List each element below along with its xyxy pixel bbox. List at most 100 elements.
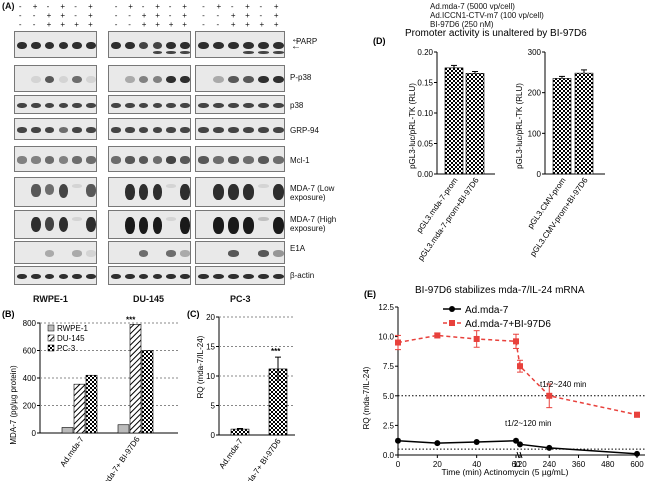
- panel-d-category-right-0: pGL3.CMV-prom: [526, 176, 568, 231]
- treatment-sign: +: [259, 20, 265, 29]
- blot-band: [258, 216, 269, 221]
- panel-d-letter: (D): [373, 36, 386, 46]
- blot-band: [44, 216, 55, 231]
- blot-band: [258, 75, 269, 84]
- blot-panel: [14, 95, 97, 114]
- blot-band: [198, 41, 209, 50]
- bar-rwpe-1: [61, 427, 74, 434]
- blot-band: [180, 273, 190, 280]
- blot-band: [273, 156, 284, 164]
- blot-band: [111, 41, 121, 50]
- blot-band: [166, 273, 177, 280]
- blot-band: [152, 216, 163, 235]
- blot-band: [58, 41, 69, 50]
- panel-b-bars: [61, 324, 154, 434]
- treatment-sign: +: [230, 20, 236, 29]
- blot-band: [72, 156, 83, 164]
- blot-band: [228, 184, 239, 201]
- treatment-sign: -: [32, 20, 36, 29]
- blot-band: [138, 126, 149, 134]
- blot-band: [152, 50, 163, 54]
- x-tick-label: 480: [601, 460, 615, 469]
- data-point: [513, 338, 519, 345]
- blot-band: [180, 184, 190, 201]
- blot-panel: [195, 95, 285, 114]
- bar-du-145: [73, 383, 86, 434]
- blot-band: [30, 75, 41, 84]
- blot-band: [72, 216, 83, 221]
- blot-band: [58, 75, 69, 84]
- legend-label: DU-145: [57, 334, 85, 343]
- treatment-sign: -: [114, 20, 118, 29]
- bar-d-1-0: [552, 78, 572, 175]
- blot-band: [124, 216, 135, 235]
- blot-band: [17, 102, 27, 109]
- blot-band: [44, 156, 55, 164]
- blot-band: [243, 50, 254, 54]
- blot-band: [213, 102, 224, 109]
- blot-band: [228, 102, 239, 109]
- blot-band: [30, 184, 41, 197]
- treatment-sign: +: [216, 2, 222, 11]
- treatment-sign: +: [74, 20, 79, 29]
- data-point: [546, 392, 553, 399]
- legend-swatch: [47, 344, 55, 352]
- blot-band: [228, 75, 239, 84]
- blot-panel: [195, 241, 285, 264]
- arrow-icon: ←: [291, 41, 301, 52]
- blot-band: [213, 216, 224, 235]
- treatment-sign: -: [202, 11, 205, 20]
- y-tick-label: 7.5: [383, 362, 395, 371]
- blot-band: [44, 75, 55, 84]
- treatment-label-mda7: Ad.mda-7 (5000 vp/cell): [430, 2, 515, 11]
- blot-band: [58, 126, 69, 134]
- blot-panel: [108, 118, 191, 140]
- panel-e-annotation-120: t1/2~120 min: [505, 419, 551, 428]
- blot-band: [180, 126, 190, 134]
- treatment-sign: -: [18, 2, 22, 11]
- blot-panel: [195, 118, 285, 140]
- panel-e-letter: (E): [364, 289, 376, 299]
- panel-c-ylabel: RQ (mda-7/IL-24): [196, 335, 205, 398]
- blot-band: [180, 102, 190, 109]
- blot-band: [180, 250, 190, 257]
- y-tick-label: 0: [211, 431, 216, 440]
- cell-line-label-pc3: PC-3: [230, 294, 251, 304]
- blot-band: [273, 41, 284, 50]
- treatment-sign: +: [141, 20, 147, 29]
- blot-label-mcl1: Mcl-1: [290, 156, 310, 165]
- panel-c-bars: [230, 356, 288, 436]
- blot-band: [213, 184, 224, 201]
- bar-pc-3: [141, 350, 154, 434]
- blot-band: [44, 126, 55, 134]
- blot-band: [138, 216, 149, 235]
- blot-label-mda7-high: MDA-7 (High exposure): [290, 215, 337, 233]
- blot-band: [124, 156, 135, 164]
- blot-label-p38: p38: [290, 101, 304, 110]
- treatment-sign: -: [32, 11, 36, 20]
- treatment-sign: -: [141, 2, 145, 11]
- blot-band: [86, 102, 96, 109]
- y-tick-label: 0.05: [417, 140, 433, 149]
- treatment-sign: +: [46, 20, 52, 29]
- y-tick-label: 15: [206, 343, 215, 352]
- blot-band: [152, 102, 163, 109]
- blot-band: [58, 156, 69, 164]
- blot-band: [180, 75, 190, 84]
- blot-band: [124, 126, 135, 134]
- blot-band: [17, 126, 27, 134]
- blot-band: [124, 102, 135, 109]
- blot-band: [273, 184, 284, 201]
- x-tick-label: 600: [630, 460, 644, 469]
- treatment-sign: +: [273, 11, 279, 20]
- data-point: [434, 332, 441, 339]
- treatment-sign: +: [60, 20, 66, 29]
- blot-band: [86, 41, 96, 50]
- bar-d-1-1: [574, 72, 594, 175]
- blot-band: [17, 41, 27, 50]
- legend-marker: [449, 320, 455, 326]
- panel-d-ylabel-left: pGL3-luc/pRL-TK (RLU): [408, 83, 417, 169]
- y-tick-label: 200: [23, 402, 37, 411]
- blot-label-mda7-low: MDA-7 (Low exposure): [290, 184, 335, 202]
- blot-panel: [14, 266, 97, 285]
